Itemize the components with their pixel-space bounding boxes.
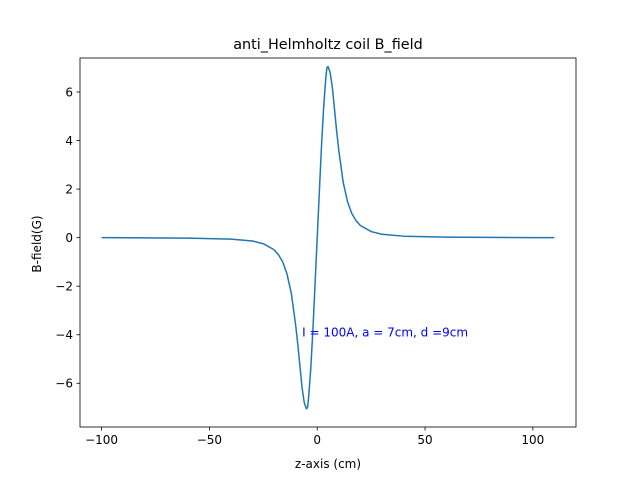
axes-frame (79, 57, 577, 428)
y-tick-label: 6 (65, 85, 73, 99)
x-tick-label: −50 (197, 433, 222, 447)
x-tick-label: 0 (313, 433, 321, 447)
y-axis-label: B-field(G) (30, 215, 44, 272)
y-tick-label: 2 (65, 182, 73, 196)
y-tick-label: −6 (55, 377, 73, 391)
y-tick-label: −4 (55, 328, 73, 342)
series-line-0 (101, 65, 555, 410)
y-tick-label: 0 (65, 231, 73, 245)
chart-title: anti_Helmholtz coil B_field (233, 37, 423, 53)
x-axis-label: z-axis (cm) (295, 457, 361, 471)
y-tick-label: −2 (55, 279, 73, 293)
x-tick-label: −100 (85, 433, 118, 447)
x-axis-ticks: −100 −50 0 50 100 (85, 427, 544, 447)
y-tick-label: 4 (65, 134, 73, 148)
x-tick-label: 100 (521, 433, 544, 447)
y-axis-ticks: −6 −4 −2 0 2 4 6 (55, 85, 80, 391)
chart-annotation: I = 100A, a = 7cm, d =9cm (302, 326, 468, 340)
plot-area (101, 65, 555, 410)
x-tick-label: 50 (417, 433, 432, 447)
